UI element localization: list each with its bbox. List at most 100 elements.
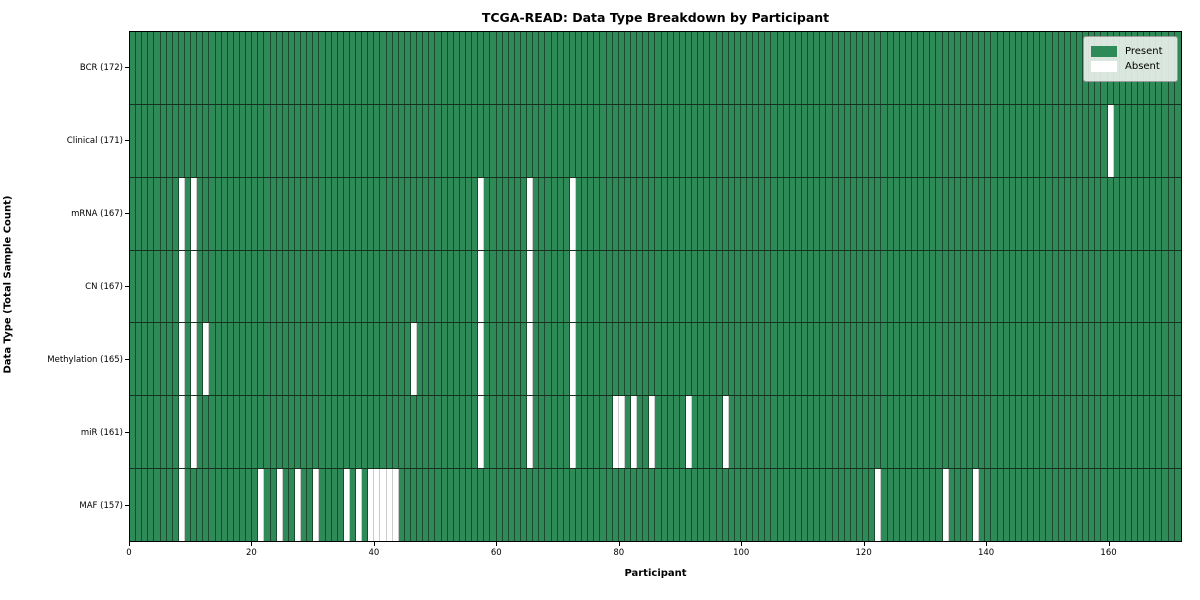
heatmap-cell bbox=[569, 177, 576, 250]
heatmap-cell bbox=[1083, 250, 1090, 323]
heatmap-cell bbox=[142, 250, 149, 323]
heatmap-cell bbox=[148, 177, 155, 250]
heatmap-cell bbox=[777, 32, 784, 104]
heatmap-cell bbox=[270, 396, 277, 469]
heatmap-cell bbox=[588, 177, 595, 250]
heatmap-cell bbox=[795, 104, 803, 177]
x-tick-label-160: 160 bbox=[1100, 548, 1117, 558]
heatmap-cell bbox=[844, 323, 851, 396]
heatmap-row-clinical bbox=[130, 104, 1181, 178]
heatmap-cell bbox=[417, 32, 424, 104]
heatmap-cell bbox=[887, 32, 894, 104]
heatmap-cell bbox=[863, 104, 870, 177]
heatmap-cell bbox=[472, 469, 479, 542]
heatmap-cell bbox=[392, 250, 399, 323]
heatmap-row-mir bbox=[130, 396, 1181, 470]
heatmap-cell bbox=[1174, 104, 1180, 177]
heatmap-cell bbox=[698, 32, 705, 104]
heatmap-cell bbox=[966, 104, 974, 177]
heatmap-cell bbox=[710, 32, 717, 104]
heatmap-cell bbox=[233, 32, 240, 104]
heatmap-cell bbox=[508, 177, 515, 250]
heatmap-cell bbox=[270, 177, 277, 250]
heatmap-cell bbox=[637, 396, 644, 469]
heatmap-cell bbox=[404, 177, 412, 250]
heatmap-cell bbox=[386, 250, 393, 323]
heatmap-cell bbox=[441, 250, 448, 323]
heatmap-cell bbox=[258, 469, 265, 542]
heatmap-cell bbox=[563, 469, 570, 542]
heatmap-cell bbox=[912, 177, 919, 250]
heatmap-cell bbox=[166, 32, 173, 104]
heatmap-cell bbox=[282, 469, 289, 542]
heatmap-cell bbox=[844, 250, 851, 323]
heatmap-cell bbox=[1168, 177, 1175, 250]
heatmap-cell bbox=[551, 396, 558, 469]
heatmap-cell bbox=[447, 323, 454, 396]
heatmap-cell bbox=[850, 469, 858, 542]
x-tick-label-60: 60 bbox=[490, 548, 502, 558]
heatmap-cell bbox=[136, 32, 143, 104]
heatmap-cell bbox=[288, 32, 295, 104]
heatmap-cell bbox=[545, 250, 552, 323]
heatmap-cell bbox=[698, 177, 705, 250]
legend: Present Absent bbox=[1083, 36, 1178, 82]
heatmap-cell bbox=[337, 469, 344, 542]
heatmap-cell bbox=[215, 323, 222, 396]
heatmap-cell bbox=[435, 250, 442, 323]
heatmap-cell bbox=[514, 323, 521, 396]
heatmap-cell bbox=[1131, 469, 1139, 542]
heatmap-cell bbox=[276, 469, 283, 542]
heatmap-cell bbox=[685, 469, 693, 542]
heatmap-cell bbox=[521, 177, 528, 250]
heatmap-cell bbox=[863, 32, 870, 104]
heatmap-cell bbox=[1040, 469, 1047, 542]
heatmap-cell bbox=[918, 104, 925, 177]
heatmap-cell bbox=[496, 104, 503, 177]
heatmap-cell bbox=[337, 250, 344, 323]
heatmap-cell bbox=[496, 177, 503, 250]
heatmap-cell bbox=[160, 104, 167, 177]
heatmap-cell bbox=[930, 250, 937, 323]
heatmap-cell bbox=[209, 396, 216, 469]
heatmap-cell bbox=[692, 396, 699, 469]
heatmap-cell bbox=[930, 177, 937, 250]
heatmap-cell bbox=[936, 104, 943, 177]
heatmap-cell bbox=[704, 323, 711, 396]
heatmap-cell bbox=[215, 104, 222, 177]
heatmap-cell bbox=[490, 32, 497, 104]
heatmap-cell bbox=[838, 323, 845, 396]
heatmap-cell bbox=[178, 396, 185, 469]
heatmap-cell bbox=[1089, 250, 1096, 323]
heatmap-cell bbox=[1119, 469, 1126, 542]
heatmap-cell bbox=[331, 32, 338, 104]
heatmap-cell bbox=[368, 396, 375, 469]
heatmap-cell bbox=[362, 396, 369, 469]
heatmap-cell bbox=[441, 396, 448, 469]
heatmap-cell bbox=[832, 104, 839, 177]
heatmap-cell bbox=[325, 250, 332, 323]
heatmap-cell bbox=[270, 32, 277, 104]
heatmap-cell bbox=[649, 32, 656, 104]
heatmap-cell bbox=[710, 396, 717, 469]
heatmap-cell bbox=[612, 104, 619, 177]
heatmap-cell bbox=[973, 396, 980, 469]
heatmap-cell bbox=[722, 469, 729, 542]
heatmap-cell bbox=[893, 323, 900, 396]
heatmap-cell bbox=[771, 177, 778, 250]
heatmap-cell bbox=[905, 469, 912, 542]
heatmap-cell bbox=[600, 469, 607, 542]
heatmap-cell bbox=[740, 469, 748, 542]
heatmap-cell bbox=[252, 104, 259, 177]
heatmap-cell bbox=[1095, 323, 1102, 396]
heatmap-cell bbox=[820, 469, 827, 542]
heatmap-cell bbox=[197, 469, 204, 542]
heatmap-cell bbox=[1028, 396, 1035, 469]
heatmap-cell bbox=[777, 469, 784, 542]
heatmap-cell bbox=[1144, 177, 1151, 250]
heatmap-cell bbox=[447, 104, 454, 177]
heatmap-cell bbox=[753, 250, 760, 323]
heatmap-cell bbox=[1021, 177, 1029, 250]
heatmap-cell bbox=[704, 250, 711, 323]
heatmap-cell bbox=[404, 250, 412, 323]
